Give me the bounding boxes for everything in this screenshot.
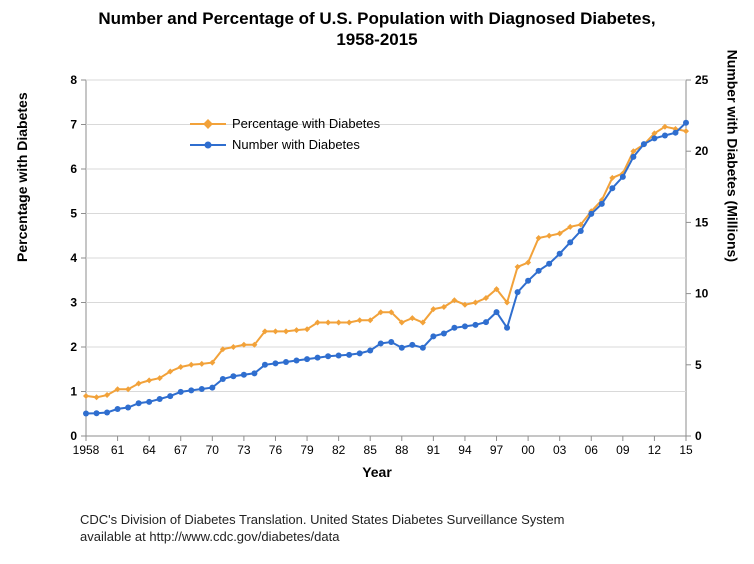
svg-text:20: 20 [695, 144, 709, 158]
legend-row: Percentage with Diabetes [190, 116, 380, 131]
svg-text:3: 3 [70, 296, 77, 310]
svg-text:61: 61 [111, 443, 125, 457]
svg-text:79: 79 [300, 443, 314, 457]
svg-text:8: 8 [70, 73, 77, 87]
legend: Percentage with Diabetes Number with Diab… [190, 116, 380, 158]
svg-text:88: 88 [395, 443, 409, 457]
svg-text:25: 25 [695, 73, 709, 87]
source-line2: available at http://www.cdc.gov/diabetes… [80, 529, 339, 544]
y-left-axis-label: Percentage with Diabetes [14, 92, 30, 262]
svg-text:82: 82 [332, 443, 346, 457]
svg-text:4: 4 [70, 251, 77, 265]
svg-text:09: 09 [616, 443, 630, 457]
svg-text:67: 67 [174, 443, 188, 457]
svg-text:97: 97 [490, 443, 504, 457]
svg-text:15: 15 [695, 215, 709, 229]
svg-text:73: 73 [237, 443, 251, 457]
x-axis-label: Year [0, 464, 754, 480]
svg-text:1: 1 [70, 385, 77, 399]
svg-text:85: 85 [364, 443, 378, 457]
svg-text:0: 0 [70, 429, 77, 443]
svg-text:5: 5 [70, 207, 77, 221]
svg-text:7: 7 [70, 118, 77, 132]
legend-row: Number with Diabetes [190, 137, 380, 152]
svg-text:03: 03 [553, 443, 567, 457]
svg-text:0: 0 [695, 429, 702, 443]
circle-marker-icon [190, 138, 226, 152]
svg-text:12: 12 [648, 443, 662, 457]
diamond-marker-icon [190, 117, 226, 131]
svg-text:6: 6 [70, 162, 77, 176]
source-text: CDC's Division of Diabetes Translation. … [80, 511, 564, 546]
svg-text:70: 70 [206, 443, 220, 457]
svg-text:1958: 1958 [73, 443, 100, 457]
svg-text:10: 10 [695, 287, 709, 301]
svg-text:00: 00 [521, 443, 535, 457]
legend-label: Number with Diabetes [232, 137, 360, 152]
svg-text:15: 15 [679, 443, 693, 457]
svg-text:64: 64 [142, 443, 156, 457]
svg-text:06: 06 [585, 443, 599, 457]
source-line1: CDC's Division of Diabetes Translation. … [80, 512, 564, 527]
svg-text:5: 5 [695, 358, 702, 372]
svg-text:76: 76 [269, 443, 283, 457]
svg-text:94: 94 [458, 443, 472, 457]
svg-text:91: 91 [427, 443, 441, 457]
svg-text:2: 2 [70, 340, 77, 354]
legend-label: Percentage with Diabetes [232, 116, 380, 131]
y-right-axis-label: Number with Diabetes (Millions) [724, 50, 740, 262]
